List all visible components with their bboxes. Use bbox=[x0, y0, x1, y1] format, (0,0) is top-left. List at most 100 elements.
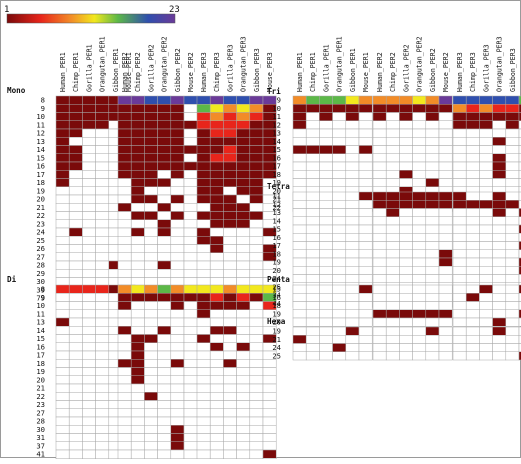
column-label: Gorilla_PER2 bbox=[402, 44, 410, 92]
heatmap-cell bbox=[319, 145, 333, 154]
heatmap-cell bbox=[209, 293, 224, 302]
heatmap-cell bbox=[130, 194, 145, 204]
heatmap-cell bbox=[82, 95, 96, 105]
heatmap-cell bbox=[319, 301, 333, 310]
column-label: Orangutan_PER1 bbox=[336, 36, 344, 92]
heatmap-cell bbox=[385, 216, 400, 226]
heatmap-cell bbox=[157, 277, 172, 286]
heatmap-cell bbox=[385, 208, 400, 217]
heatmap-cell bbox=[505, 145, 520, 154]
heatmap-cell bbox=[55, 269, 70, 278]
heatmap-cell bbox=[358, 233, 373, 242]
heatmap-cell bbox=[157, 269, 172, 278]
heatmap-cell bbox=[157, 383, 172, 393]
heatmap-cell bbox=[117, 236, 132, 245]
heatmap-cell bbox=[425, 208, 440, 217]
heatmap-cell bbox=[82, 186, 96, 196]
heatmap-cell bbox=[492, 170, 507, 179]
heatmap-cell bbox=[95, 244, 110, 253]
heatmap-cell bbox=[82, 301, 96, 310]
heatmap-cell bbox=[117, 458, 132, 464]
column-label: Mouse_PER2 bbox=[442, 52, 450, 92]
heatmap-cell bbox=[117, 104, 132, 113]
heatmap-cell bbox=[385, 284, 400, 294]
heatmap-cell bbox=[183, 104, 198, 113]
heatmap-cell bbox=[492, 200, 507, 209]
heatmap-cell bbox=[82, 161, 96, 171]
heatmap-cell bbox=[425, 233, 440, 242]
heatmap-cell bbox=[249, 400, 264, 409]
heatmap-cell bbox=[465, 335, 480, 344]
panel-label: Tri bbox=[267, 87, 281, 96]
heatmap-cell bbox=[236, 408, 251, 418]
heatmap-cell bbox=[157, 137, 172, 146]
heatmap-cell bbox=[236, 383, 251, 393]
heatmap-cell bbox=[305, 293, 320, 302]
heatmap-cell bbox=[438, 95, 453, 105]
heatmap-cell bbox=[68, 326, 83, 335]
heatmap-cell bbox=[505, 178, 520, 187]
heatmap-cell bbox=[345, 266, 360, 275]
heatmap-cell bbox=[117, 219, 132, 229]
heatmap-cell bbox=[492, 301, 507, 310]
heatmap-cell bbox=[412, 216, 427, 226]
heatmap-cell bbox=[157, 186, 172, 196]
heatmap-cell bbox=[55, 433, 70, 442]
heatmap-cell bbox=[438, 335, 453, 344]
row-label: 18 bbox=[36, 178, 45, 187]
row-label: 29 bbox=[36, 269, 45, 278]
heatmap-cell bbox=[332, 317, 347, 327]
heatmap-cell bbox=[305, 249, 320, 259]
heatmap-cell bbox=[319, 274, 333, 283]
heatmap-cell bbox=[292, 233, 307, 242]
heatmap-cell bbox=[55, 120, 70, 130]
heatmap-cell bbox=[249, 120, 264, 130]
heatmap-cell bbox=[492, 153, 507, 163]
row-label: 10 bbox=[36, 112, 45, 121]
heatmap-cell bbox=[249, 137, 264, 146]
heatmap-cell bbox=[345, 216, 360, 226]
heatmap-cell bbox=[117, 277, 132, 286]
heatmap-cell bbox=[130, 383, 145, 393]
heatmap-cell bbox=[236, 219, 251, 229]
row-label: 24 bbox=[272, 274, 281, 283]
heatmap-cell bbox=[95, 219, 110, 229]
heatmap-cell bbox=[425, 153, 440, 163]
heatmap-cell bbox=[249, 326, 264, 335]
heatmap-cell bbox=[505, 274, 520, 283]
heatmap-cell bbox=[262, 425, 277, 434]
heatmap-cell bbox=[55, 104, 70, 113]
heatmap-cell bbox=[130, 416, 145, 426]
heatmap-cell bbox=[117, 342, 132, 352]
heatmap-cell bbox=[68, 227, 83, 237]
heatmap-cell bbox=[55, 203, 70, 212]
heatmap-cell bbox=[385, 128, 400, 138]
heatmap-cell bbox=[170, 334, 185, 343]
heatmap-cell bbox=[518, 120, 521, 130]
heatmap-cell bbox=[157, 449, 172, 459]
heatmap-cell bbox=[236, 95, 251, 105]
heatmap-cell bbox=[196, 301, 211, 310]
heatmap-cell bbox=[68, 104, 83, 113]
heatmap-cell bbox=[292, 293, 307, 302]
heatmap-cell bbox=[223, 375, 237, 385]
heatmap-cell bbox=[82, 416, 96, 426]
heatmap-cell bbox=[332, 170, 347, 179]
heatmap-cell bbox=[385, 343, 400, 352]
heatmap-cell bbox=[358, 266, 373, 275]
heatmap-cell bbox=[332, 145, 347, 154]
heatmap-cell bbox=[465, 191, 480, 201]
heatmap-cell bbox=[170, 449, 185, 459]
heatmap-cell bbox=[170, 120, 185, 130]
heatmap-cell bbox=[305, 257, 320, 267]
heatmap-cell bbox=[452, 351, 467, 361]
heatmap-cell bbox=[157, 326, 172, 335]
heatmap-cell bbox=[345, 241, 360, 250]
heatmap-cell bbox=[305, 137, 320, 146]
heatmap-cell bbox=[399, 257, 413, 267]
heatmap-cell bbox=[385, 95, 400, 105]
heatmap-cell bbox=[130, 244, 145, 253]
heatmap-cell bbox=[505, 284, 520, 294]
heatmap-cell bbox=[82, 227, 96, 237]
